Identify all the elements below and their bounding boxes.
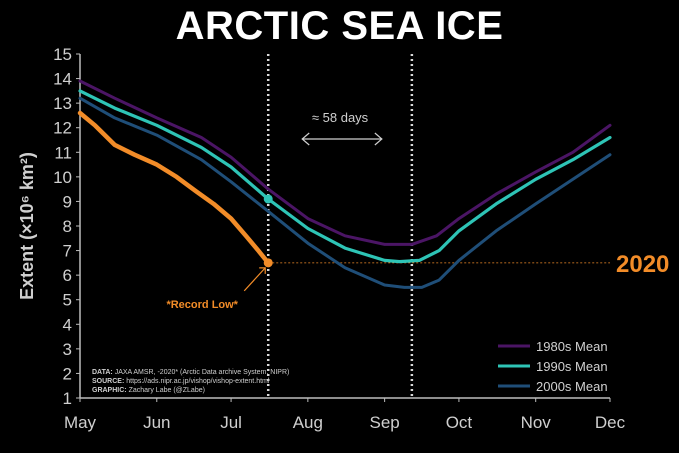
- source-graphic-text: Zachary Labe (@ZLabe): [129, 387, 205, 394]
- y-tick-label: 5: [63, 291, 72, 310]
- y-tick-label: 1: [63, 389, 72, 408]
- record-low-arrow-line: [243, 267, 266, 292]
- y-tick-label: 7: [63, 242, 72, 261]
- y-tick-label: 9: [63, 192, 72, 211]
- source-url-label: SOURCE:: [92, 378, 124, 385]
- y-tick-label: 11: [54, 143, 72, 162]
- chart-title: ARCTIC SEA ICE: [175, 4, 504, 48]
- series-line-1990s-mean: [78, 89, 612, 264]
- record-low-arrow-head: [259, 267, 266, 274]
- markers: 2020 *Record Low*: [166, 194, 669, 311]
- legend-label-2: 2000s Mean: [536, 379, 608, 394]
- y-axis-label: Extent (×10⁶ km²): [17, 152, 37, 300]
- y-tick-label: 3: [63, 340, 72, 359]
- y-tick-label: 14: [53, 70, 72, 89]
- x-tick-label: Jul: [220, 413, 242, 432]
- y-tick-label: 13: [53, 94, 72, 113]
- x-tick-label: May: [64, 413, 97, 432]
- y-tick-label: 8: [63, 217, 72, 236]
- svg-text:DATA: JAXA AMSR, -2020* (Arcti: DATA: JAXA AMSR, -2020* (Arctic Data arc…: [92, 369, 289, 376]
- legend-label-0: 1980s Mean: [536, 339, 608, 354]
- source-url-text: https://ads.nipr.ac.jp/vishop/vishop-ext…: [126, 378, 270, 385]
- x-tick-label: Oct: [446, 413, 473, 432]
- x-tick-label: Dec: [595, 413, 626, 432]
- y-tick-label: 12: [53, 119, 72, 138]
- source-data-label: DATA:: [92, 369, 113, 376]
- x-tick-label: Aug: [293, 413, 323, 432]
- source-data-text: JAXA AMSR, -2020* (Arctic Data archive S…: [115, 369, 290, 376]
- y-tick-label: 2: [63, 364, 72, 383]
- days-arrow-left-head: [301, 132, 310, 146]
- days-arrow-right-head: [374, 132, 383, 146]
- x-tick-label: Sep: [370, 413, 400, 432]
- legend: 1980s Mean 1990s Mean 2000s Mean: [498, 339, 608, 394]
- svg-text:GRAPHIC: Zachary Labe (@ZLabe): GRAPHIC: Zachary Labe (@ZLabe): [92, 387, 205, 394]
- days-annotation: ≈ 58 days: [312, 110, 369, 125]
- y-tick-label: 6: [63, 266, 72, 285]
- record-low-label: *Record Low*: [166, 299, 238, 311]
- marker-1990s-point: [263, 194, 273, 204]
- svg-text:SOURCE: https://ads.nipr.ac.jp: SOURCE: https://ads.nipr.ac.jp/vishop/vi…: [92, 378, 270, 385]
- annotations: ≈ 58 days: [266, 54, 610, 398]
- legend-label-1: 1990s Mean: [536, 359, 608, 374]
- y-tick-label: 4: [63, 315, 72, 334]
- series-group: [77, 79, 612, 289]
- source-block: DATA: JAXA AMSR, -2020* (Arctic Data arc…: [92, 369, 289, 394]
- source-graphic-label: GRAPHIC:: [92, 387, 127, 394]
- x-tick-label: Jun: [143, 413, 170, 432]
- y-tick-label: 10: [53, 168, 72, 187]
- label-2020: 2020: [616, 251, 669, 278]
- marker-2020-point: [263, 258, 273, 268]
- x-tick-label: Nov: [521, 413, 552, 432]
- y-tick-label: 15: [53, 45, 72, 64]
- series-line-2000s-mean: [78, 96, 612, 289]
- series-line-2020: [77, 110, 271, 266]
- series-line-1980s-mean: [78, 79, 612, 246]
